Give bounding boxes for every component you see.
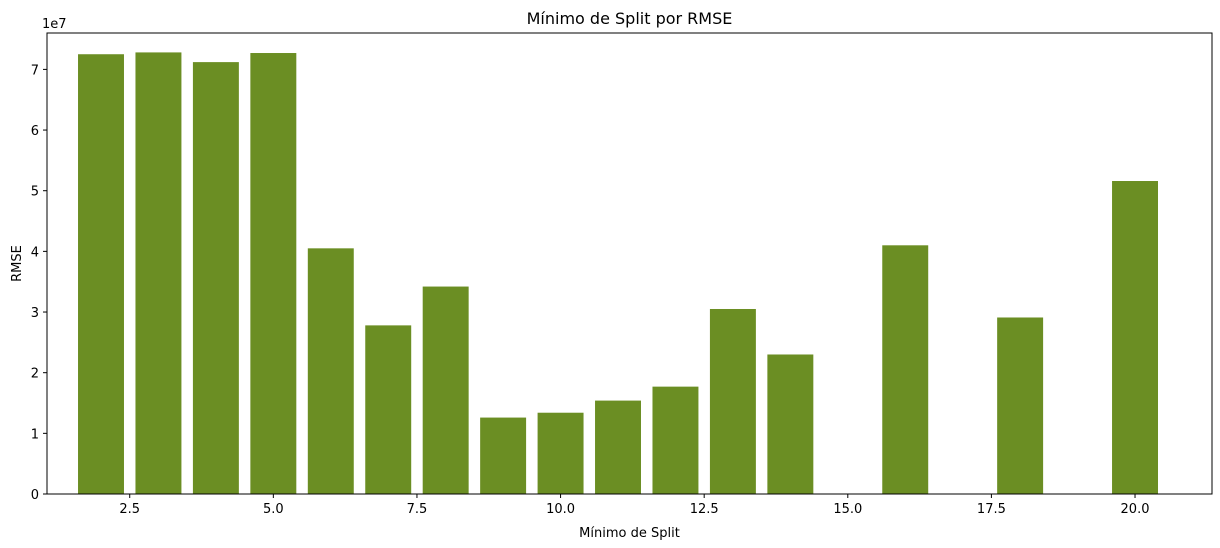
bar-13: [709, 308, 756, 494]
y-tick-label: 3: [31, 306, 39, 321]
bar-8: [422, 286, 469, 494]
x-axis-label: Mínimo de Split: [579, 526, 680, 541]
x-tick-label: 20.0: [1121, 502, 1150, 517]
x-tick-label: 15.0: [833, 502, 862, 517]
y-tick-label: 7: [31, 63, 39, 78]
bar-4: [192, 62, 239, 495]
y-tick-label: 6: [31, 124, 39, 139]
y-axis-label: RMSE: [10, 245, 25, 282]
x-tick-label: 17.5: [977, 502, 1006, 517]
bar-14: [767, 354, 814, 494]
bar-9: [480, 417, 527, 494]
bar-16: [882, 245, 929, 494]
bar-7: [365, 325, 412, 494]
bar-12: [652, 386, 699, 494]
plot-frame: [46, 32, 1213, 495]
bar-20: [1112, 181, 1159, 495]
x-tick-label: 7.5: [407, 502, 428, 517]
y-tick-label: 4: [31, 245, 39, 260]
y-tick-label: 5: [31, 185, 39, 200]
y-axis-offset-label: 1e7: [42, 17, 67, 32]
bars-group: [78, 52, 1159, 495]
y-tick-label: 2: [31, 367, 39, 382]
bar-5: [250, 53, 297, 495]
x-tick-label: 12.5: [690, 502, 719, 517]
bar-11: [595, 400, 641, 494]
bar-6: [307, 248, 354, 494]
x-tick-label: 5.0: [263, 502, 284, 517]
bar-18: [997, 317, 1044, 494]
bar-3: [135, 52, 182, 495]
y-tick-label: 1: [31, 427, 39, 442]
chart-title: Mínimo de Split por RMSE: [527, 9, 733, 28]
x-tick-label: 10.0: [546, 502, 575, 517]
bar-10: [537, 412, 584, 494]
bar-2: [78, 54, 124, 495]
x-axis-ticks: 2.5 5.0 7.5 10.0 12.5 15.0 17.5 20.0: [119, 494, 1149, 517]
y-axis-ticks: 0 1 2 3 4 5 6 7: [31, 63, 47, 503]
x-tick-label: 2.5: [119, 502, 140, 517]
y-tick-label: 0: [31, 488, 39, 503]
